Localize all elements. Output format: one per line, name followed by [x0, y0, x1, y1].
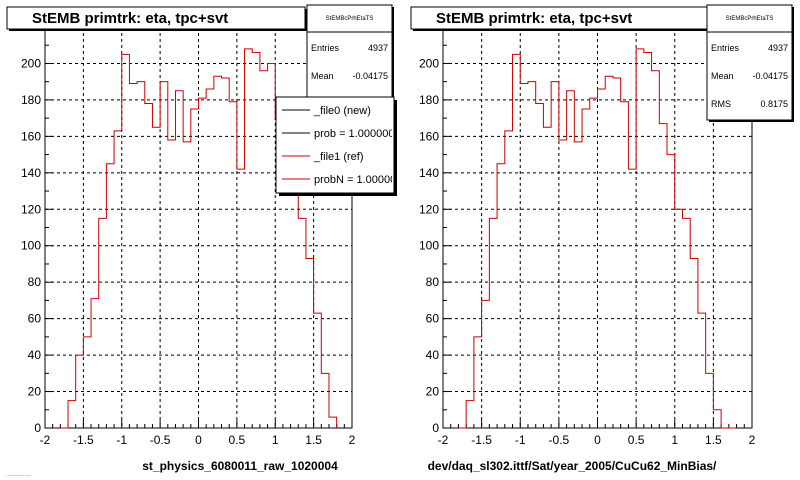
legend-entries: _file0 (new) prob = 1.000000 _file1 (ref) p… — [282, 105, 402, 186]
legend-entry-label: prob = 1.000000 — [314, 128, 394, 140]
stats-row-value: -0.04175 — [752, 71, 788, 81]
x-tick-label: -0.5 — [150, 433, 171, 447]
y-tick-label: 40 — [28, 348, 42, 362]
x-tick-label: 1.5 — [305, 433, 322, 447]
x-tick-label: 2 — [349, 433, 356, 447]
stats-row-label: Mean — [711, 71, 734, 81]
stats-box-header: StEMBcPrhEtaTS — [326, 16, 374, 22]
stats-row-value: -0.04175 — [352, 71, 388, 81]
x-tick-label: 0 — [594, 433, 601, 447]
x-tick-label: -2 — [40, 433, 51, 447]
chart-title: StEMB primtrk: eta, tpc+svt — [32, 10, 228, 27]
x-tick-label: -0.5 — [549, 433, 570, 447]
y-tick-label: 160 — [21, 129, 41, 143]
y-tick-label: 60 — [426, 312, 440, 326]
histogram-series-line — [458, 48, 737, 429]
x-tick-label: 0.5 — [229, 433, 246, 447]
x-tick-label: 1 — [671, 433, 678, 447]
legend-box — [275, 96, 395, 194]
y-tick-label: 180 — [21, 93, 41, 107]
x-tick-label: -1.5 — [73, 433, 94, 447]
y-tick-label: 100 — [419, 239, 439, 253]
stats-row-label: Entries — [311, 43, 340, 53]
stats-box-header: StEMBcPrhEtaTS — [726, 16, 774, 22]
stats-box — [706, 4, 793, 121]
y-tick-label: 120 — [21, 202, 41, 216]
y-tick-label: 100 — [21, 239, 41, 253]
x-tick-label: -1.5 — [471, 433, 492, 447]
y-tick-label: 200 — [21, 56, 41, 70]
stats-row-label: Mean — [311, 71, 334, 81]
y-tick-label: 140 — [419, 166, 439, 180]
y-tick-label: 140 — [21, 166, 41, 180]
y-tick-label: 20 — [28, 385, 42, 399]
footer-label: ............... — [6, 472, 31, 478]
y-tick-label: 80 — [426, 275, 440, 289]
y-tick-label: 40 — [426, 348, 440, 362]
legend-entry-label: probN = 1.000000 — [314, 174, 402, 186]
title-box — [6, 6, 306, 30]
x-tick-label: 1 — [272, 433, 279, 447]
y-tick-label: 160 — [419, 129, 439, 143]
stats-row-value: 0.8175 — [760, 99, 788, 109]
x-tick-label: 0 — [195, 433, 202, 447]
x-tick-label: 1.5 — [705, 433, 722, 447]
x-tick-label: 0.5 — [628, 433, 645, 447]
y-tick-label: 0 — [432, 421, 439, 435]
legend-entry-label: _file1 (ref) — [313, 151, 364, 163]
y-tick-label: 200 — [419, 56, 439, 70]
legend-entry-label: _file0 (new) — [313, 105, 371, 117]
stats-row-label: Entries — [711, 43, 740, 53]
y-tick-label: 60 — [28, 312, 42, 326]
chart-title: StEMB primtrk: eta, tpc+svt — [436, 10, 632, 27]
stats-row-label: RMS — [711, 99, 731, 109]
y-tick-label: 20 — [426, 385, 440, 399]
stats-row-value: 4937 — [368, 43, 388, 53]
x-tick-label: -2 — [438, 433, 449, 447]
x-tick-label: -1 — [116, 433, 127, 447]
y-tick-label: 80 — [28, 275, 42, 289]
x-tick-label: -1 — [515, 433, 526, 447]
x-axis-title: dev/daq_sl302.ittf/Sat/year_2005/CuCu62_… — [428, 459, 717, 473]
x-tick-label: 2 — [749, 433, 756, 447]
stats-row-value: 4937 — [768, 43, 788, 53]
y-tick-label: 180 — [419, 93, 439, 107]
y-tick-label: 0 — [34, 421, 41, 435]
y-tick-label: 120 — [419, 202, 439, 216]
x-axis-title: st_physics_6080011_raw_1020004 — [142, 459, 338, 473]
